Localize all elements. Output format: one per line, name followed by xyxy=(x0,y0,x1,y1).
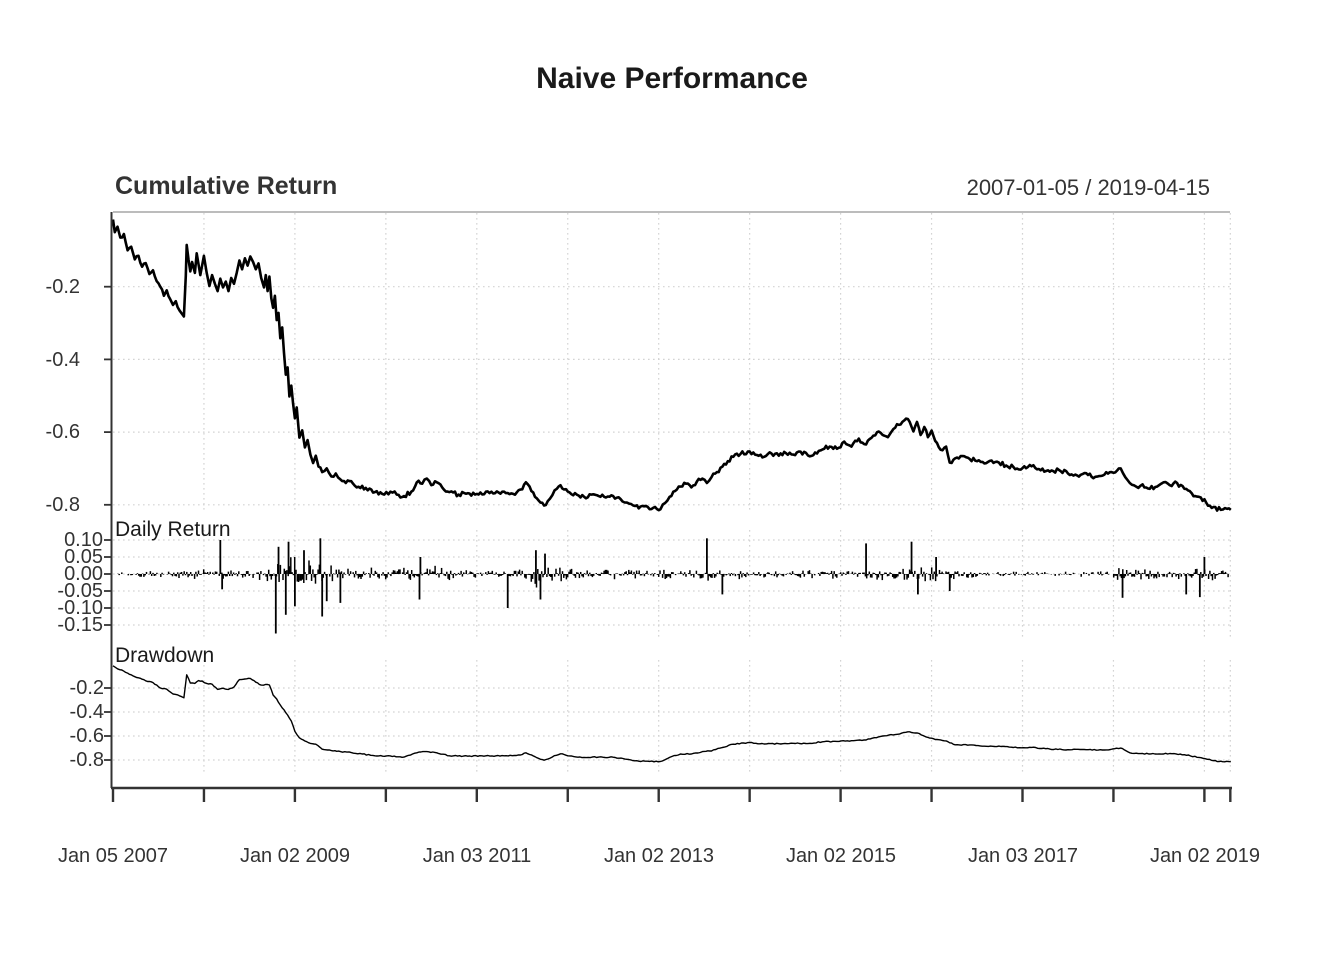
p1-ytick-label: -0.2 xyxy=(45,276,80,298)
x-axis-label: Jan 02 2013 xyxy=(603,845,715,867)
x-axis-label: Jan 05 2007 xyxy=(57,845,169,867)
p2-ytick-label: -0.15 xyxy=(57,614,103,636)
panel-daily-return-title: Daily Return xyxy=(115,518,231,541)
panel-drawdown-title: Drawdown xyxy=(115,644,215,667)
p3-ytick-label: -0.6 xyxy=(69,725,104,747)
p1-ytick-label: -0.4 xyxy=(45,349,80,371)
x-axis-label: Jan 02 2019 xyxy=(1149,845,1261,867)
x-axis-label: Jan 02 2015 xyxy=(785,845,897,867)
p1-ytick-label: -0.6 xyxy=(45,421,80,443)
x-axis-label: Jan 03 2011 xyxy=(422,845,532,867)
p2-ytick-label: 0.05 xyxy=(64,546,103,568)
p2-ytick-label: -0.10 xyxy=(57,597,103,619)
p2-ytick-label: 0.10 xyxy=(64,529,103,551)
p3-ytick-label: -0.4 xyxy=(69,701,104,723)
p1-ytick-label: -0.8 xyxy=(45,494,80,516)
chart-title: Naive Performance xyxy=(536,62,808,95)
x-axis-label: Jan 03 2017 xyxy=(967,845,1079,867)
p2-ytick-label: 0.00 xyxy=(64,563,103,585)
p3-ytick-label: -0.8 xyxy=(69,749,104,771)
panel-cumulative-return-title: Cumulative Return xyxy=(115,172,338,200)
p2-ytick-label: -0.05 xyxy=(57,580,103,602)
date-range-label: 2007-01-05 / 2019-04-15 xyxy=(966,175,1210,200)
p3-ytick-label: -0.2 xyxy=(69,677,104,699)
x-axis-label: Jan 02 2009 xyxy=(239,845,351,867)
